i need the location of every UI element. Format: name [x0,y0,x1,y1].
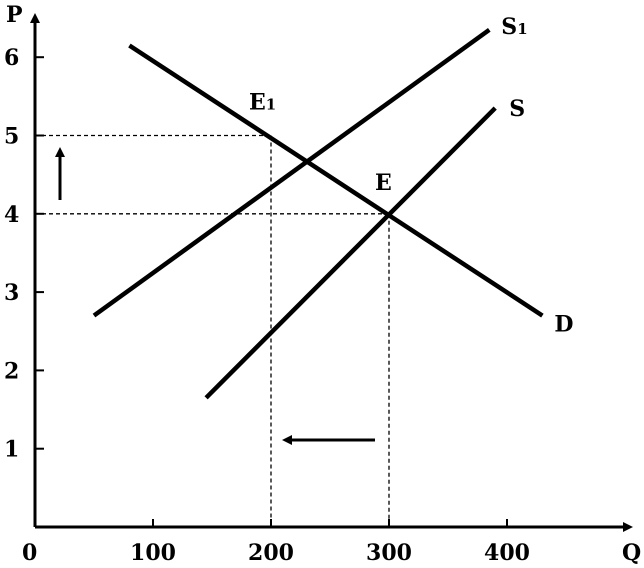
curve-S1 [92,27,491,318]
point-label-E1: E1 [249,90,276,116]
y-tick-label-6: 6 [4,45,19,71]
x-axis-label: Q [622,540,641,566]
x-tick-label-200: 200 [248,540,294,566]
curve-S [204,106,497,400]
y-tick-label-5: 5 [4,124,19,150]
x-tick-label-400: 400 [484,540,530,566]
curve-label-S1: S1 [501,14,527,40]
point-label-E: E [375,170,392,196]
curves: S1 S D [92,14,573,400]
y-tick-label-2: 2 [4,358,19,384]
guide-lines [35,134,390,527]
curve-label-S: S [509,96,525,122]
y-tick-label-4: 4 [4,202,19,228]
x-tick-label-100: 100 [130,540,176,566]
y-axis-label: P [6,2,23,28]
origin-label: 0 [22,540,37,566]
curve-label-D: D [554,312,573,338]
ticks: 1 2 3 4 5 6 100 200 300 400 [4,45,530,566]
equilibrium-points: E1 E [249,90,392,196]
x-tick-label-300: 300 [366,540,412,566]
y-tick-label-1: 1 [4,437,19,463]
y-tick-label-3: 3 [4,280,19,306]
curve-D [128,43,544,318]
